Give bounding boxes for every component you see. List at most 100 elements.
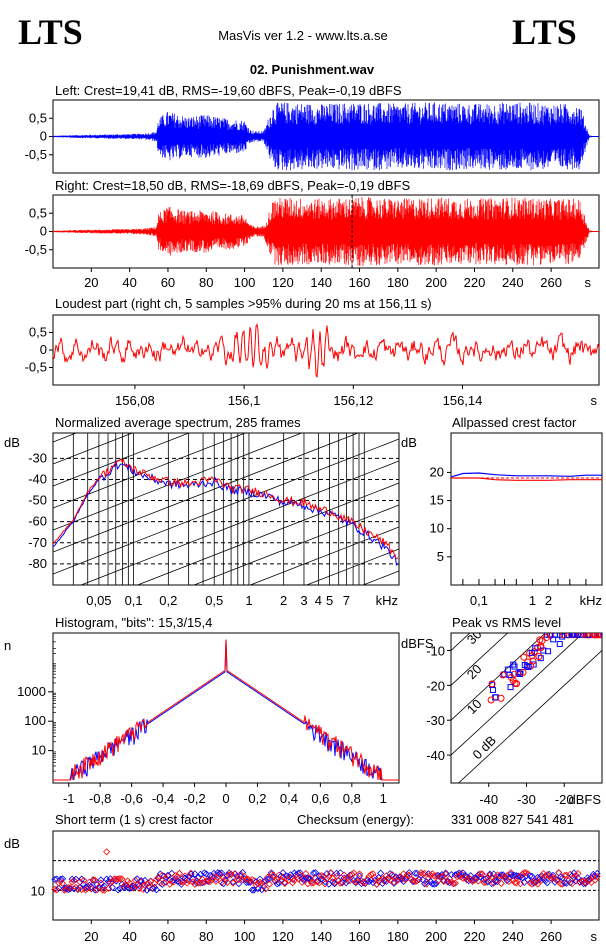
- short-term-point-left: [526, 872, 534, 880]
- x-tick-label: 20: [84, 275, 98, 290]
- y-tick-label: -0,5: [25, 242, 47, 257]
- short-term-point-right: [453, 873, 461, 881]
- short-term-point-left: [566, 879, 574, 887]
- histogram-title: Histogram, "bits": 15,3/15,4: [55, 615, 212, 630]
- short-term-point-right: [513, 879, 521, 887]
- short-term-point-left: [491, 877, 500, 886]
- x-tick-label: 156,12: [333, 393, 373, 408]
- short-term-point-right: [97, 879, 105, 887]
- x-tick-label: 160: [349, 929, 371, 944]
- peak-rms-point-right: [537, 644, 545, 652]
- short-term-point-left: [438, 871, 446, 879]
- short-term-point-left: [242, 878, 251, 887]
- x-tick-label: 1: [380, 791, 387, 806]
- x-tick-label: 180: [387, 929, 409, 944]
- short-term-point-right: [104, 884, 113, 892]
- short-term-point-right: [273, 876, 281, 884]
- x-tick-label: 0,1: [470, 593, 488, 608]
- short-term-point-right: [302, 870, 310, 878]
- x-tick-label: 0,6: [311, 791, 329, 806]
- short-term-point-right: [80, 876, 88, 884]
- y-tick-label: 0: [40, 342, 47, 357]
- short-term-point-right: [432, 872, 440, 880]
- spectrum-series-1: [53, 458, 399, 560]
- x-tick-label: 0,05: [86, 593, 111, 608]
- short-term-point-left: [89, 876, 97, 885]
- crest-diagonal: [451, 633, 509, 686]
- short-term-point-left: [455, 869, 463, 877]
- short-term-point-right: [227, 870, 235, 878]
- short-term-point-right: [87, 885, 95, 893]
- short-term-point-left: [557, 873, 565, 881]
- short-term-point-left: [187, 870, 195, 878]
- short-term-point-left: [154, 874, 162, 882]
- peak-rms-y-label: dBFS: [401, 636, 434, 651]
- peak-rms-point-left: [525, 663, 532, 670]
- short-term-point-left: [355, 872, 364, 880]
- short-term-point-right: [355, 870, 364, 878]
- short-term-point-right: [478, 870, 486, 878]
- loudest-part-plot: 0,5 0 -0,5 156,08 156,1 156,12 156,14: [25, 323, 600, 408]
- short-term-point-left: [432, 879, 440, 888]
- crest-y-label: dB: [401, 435, 417, 450]
- x-tick-label: 156,08: [115, 393, 155, 408]
- peak-rms-point-left: [489, 687, 496, 694]
- short-term-point-right: [321, 880, 329, 888]
- short-term-crest-title: Short term (1 s) crest factor: [55, 812, 214, 827]
- x-tick-label: 3: [300, 593, 307, 608]
- short-term-point-right: [175, 869, 184, 877]
- short-term-point-left: [143, 886, 151, 894]
- short-term-point-right: [114, 875, 122, 883]
- short-term-point-right: [139, 885, 147, 893]
- short-term-point-left: [354, 876, 362, 884]
- short-term-point-right: [547, 874, 555, 883]
- peak-rms-point-right: [581, 633, 589, 639]
- x-tick-label: 0,8: [343, 791, 361, 806]
- x-tick-label: 240: [502, 275, 524, 290]
- short-term-point-right: [417, 869, 425, 877]
- short-term-point-right: [332, 872, 341, 880]
- left-channel-title: Left: Crest=19,41 dB, RMS=-19,60 dBFS, P…: [55, 83, 402, 98]
- crest-diagonal: [451, 633, 546, 721]
- short-term-point-left: [553, 876, 561, 884]
- short-term-point-right: [367, 871, 375, 879]
- short-term-point-right: [208, 876, 216, 884]
- peak-rms-point-right: [590, 633, 598, 639]
- x-tick-label: 160: [349, 275, 371, 290]
- short-term-point-right: [89, 876, 97, 884]
- peak-rms-point-right: [513, 680, 521, 688]
- peak-rms-point-right: [535, 653, 543, 661]
- short-term-point-right: [191, 880, 199, 888]
- short-term-point-right: [51, 885, 59, 893]
- x-tick-label: 140: [310, 929, 332, 944]
- spectrum-slope-line: [53, 433, 303, 531]
- short-term-point-left: [114, 886, 122, 894]
- short-term-point-right: [99, 886, 107, 894]
- spectrum-slope-line: [53, 438, 399, 575]
- x-tick-label: -0,2: [183, 791, 205, 806]
- spectrum-slope-line: [53, 615, 399, 750]
- x-tick-label: -1: [63, 791, 75, 806]
- spectrum-inner: [53, 433, 399, 750]
- short-term-point-left: [216, 869, 224, 877]
- y-tick-label: 0: [40, 224, 47, 239]
- histogram-plot: 1000 100 10 -1 -0,8 -0,6 -0,4 -0,2 0 0,2 0,4 0,6 0,8…: [17, 639, 399, 806]
- short-term-point-left: [323, 870, 331, 878]
- short-term-point-right: [568, 879, 576, 888]
- x-tick-label: -40: [479, 792, 498, 807]
- short-term-point-right: [126, 879, 134, 887]
- x-tick-label: 0,1: [125, 593, 143, 608]
- x-tick-label: -20: [555, 792, 574, 807]
- short-term-point-right: [440, 877, 448, 885]
- short-term-point-left: [99, 883, 107, 891]
- x-tick-label: 140: [310, 275, 332, 290]
- short-term-point-right: [304, 880, 312, 888]
- x-tick-label: 240: [502, 929, 524, 944]
- short-term-x-unit: s: [591, 929, 598, 944]
- peak-rms-point-left: [556, 640, 563, 647]
- crest-series-1: [451, 477, 602, 481]
- short-term-point-left: [244, 878, 252, 886]
- crest-factor-plot: 20 15 10 5 0,1 1 2: [430, 464, 602, 608]
- spectrum-y-label: dB: [4, 435, 20, 450]
